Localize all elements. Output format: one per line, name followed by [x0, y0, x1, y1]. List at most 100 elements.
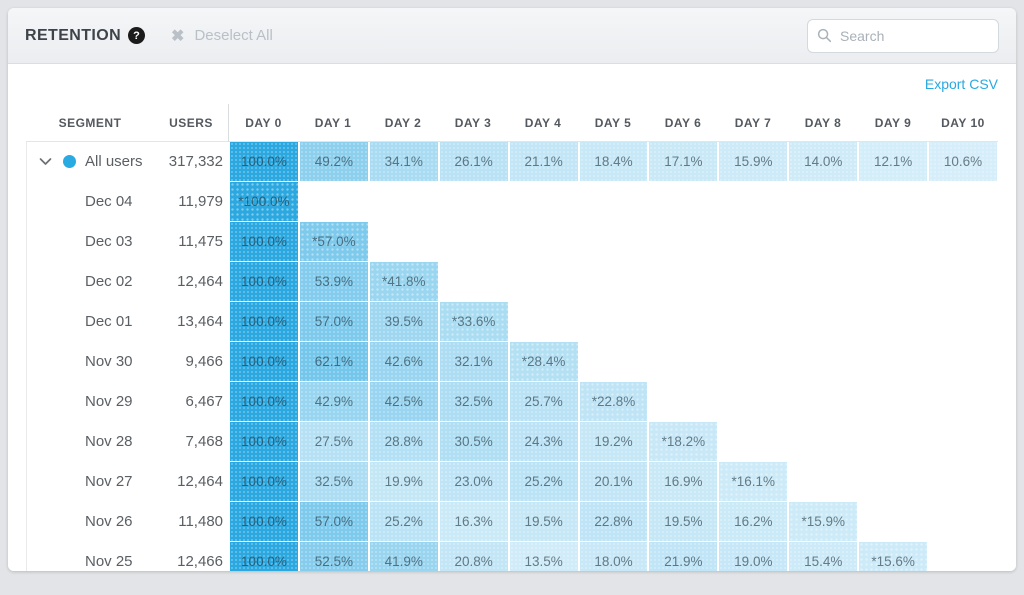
retention-cell-empty [719, 382, 787, 421]
retention-cell: 49.2% [299, 142, 368, 181]
help-icon[interactable]: ? [128, 27, 146, 44]
retention-cell: 100.0% [230, 262, 298, 301]
retention-cell-empty [440, 262, 508, 301]
segment-cell: Nov 26 [27, 502, 155, 541]
table-row: Nov 27 12,464 100.0% 32.5% 19.9% 23.0% 25.2% 20… [27, 462, 998, 501]
retention-cell: 57.0% [299, 302, 368, 341]
retention-cell-empty [719, 262, 787, 301]
retention-cell: 53.9% [299, 262, 368, 301]
retention-cell: 19.5% [509, 502, 578, 541]
column-header-day-5: DAY 5 [594, 116, 632, 130]
segment-label: Nov 28 [85, 433, 133, 450]
retention-cell-empty [510, 222, 578, 261]
retention-cell-empty [719, 302, 787, 341]
table-row: Nov 28 7,468 100.0% 27.5% 28.8% 30.5% 24.3% 19.… [27, 422, 998, 461]
users-count: 13,464 [177, 313, 223, 330]
segment-cell: Dec 02 [27, 262, 155, 301]
retention-cell-empty [859, 342, 927, 381]
retention-cell: *33.6% [439, 302, 508, 341]
retention-cell: 25.2% [369, 502, 438, 541]
retention-cell: 100.0% [230, 222, 298, 261]
retention-cell-empty [789, 262, 857, 301]
retention-cell-empty [929, 342, 997, 381]
segment-label: Nov 26 [85, 513, 133, 530]
retention-cell: *22.8% [579, 382, 648, 421]
segment-label: Nov 30 [85, 353, 133, 370]
retention-cell-empty [370, 182, 438, 221]
search-input[interactable] [840, 27, 989, 44]
retention-cell-empty [789, 382, 857, 421]
retention-cell: 17.1% [649, 142, 718, 181]
retention-cell-empty [789, 182, 857, 221]
retention-cell-empty [859, 382, 927, 421]
retention-cell-empty [859, 222, 927, 261]
deselect-all-button[interactable]: ✖ Deselect All [171, 26, 273, 46]
retention-cell: 10.6% [929, 142, 997, 181]
retention-cell-empty [929, 382, 997, 421]
column-header-segment: SEGMENT [58, 116, 122, 130]
retention-cell: 27.5% [299, 422, 368, 461]
retention-cell: 100.0% [230, 382, 298, 421]
table-row: Dec 03 11,475 100.0% *57.0% [27, 222, 998, 261]
retention-cell: 39.5% [369, 302, 438, 341]
retention-cell-empty [510, 182, 578, 221]
retention-cell-empty [580, 342, 648, 381]
column-header-day-10: DAY 10 [941, 116, 985, 130]
retention-cell-empty [789, 302, 857, 341]
table-row: Dec 04 11,979 *100.0% [27, 182, 998, 221]
retention-cell: 42.6% [369, 342, 438, 381]
retention-cell-empty [929, 462, 997, 501]
retention-report-card: RETENTION ? ✖ Deselect All Export CSV SE… [8, 8, 1016, 571]
retention-cell-empty [929, 422, 997, 461]
retention-cell: 32.5% [299, 462, 368, 501]
users-count: 12,464 [177, 473, 223, 490]
table-row: Nov 29 6,467 100.0% 42.9% 42.5% 32.5% 25.7% *22… [27, 382, 998, 421]
segment-label: Dec 03 [85, 233, 133, 250]
column-header-day-1: DAY 1 [314, 116, 352, 130]
retention-cell: 21.1% [509, 142, 578, 181]
column-header-day-4: DAY 4 [524, 116, 562, 130]
retention-cell: 20.8% [439, 542, 508, 571]
retention-cell: 100.0% [230, 502, 298, 541]
segment-cell: Nov 27 [27, 462, 155, 501]
retention-cell: 34.1% [369, 142, 438, 181]
segment-label: Dec 02 [85, 273, 133, 290]
segment-color-dot [63, 155, 76, 168]
retention-cell-empty [789, 422, 857, 461]
segment-label: Nov 27 [85, 473, 133, 490]
table-row: Nov 30 9,466 100.0% 62.1% 42.6% 32.1% *28.4% [27, 342, 998, 381]
export-csv-link[interactable]: Export CSV [924, 76, 998, 92]
segment-label: Dec 01 [85, 313, 133, 330]
segment-cell: Nov 25 [27, 542, 155, 571]
retention-cell-empty [580, 302, 648, 341]
retention-cell: 20.1% [579, 462, 648, 501]
retention-cell: 19.5% [649, 502, 718, 541]
retention-cell: 25.7% [509, 382, 578, 421]
table-row: Dec 01 13,464 100.0% 57.0% 39.5% *33.6% [27, 302, 998, 341]
chevron-down-icon[interactable] [39, 157, 63, 166]
retention-cell-empty [649, 302, 717, 341]
search-icon [817, 28, 832, 43]
table-area: Export CSV SEGMENT USERS DAY 0 DAY 1 DAY 2… [8, 64, 1016, 571]
retention-cell: 23.0% [439, 462, 508, 501]
retention-cell: 15.9% [719, 142, 788, 181]
retention-cell: *57.0% [299, 222, 368, 261]
retention-cell-empty [440, 222, 508, 261]
users-count: 11,475 [178, 233, 223, 250]
column-header-day-8: DAY 8 [804, 116, 842, 130]
retention-cell: 16.3% [439, 502, 508, 541]
segment-cell: Nov 30 [27, 342, 155, 381]
retention-cell: 28.8% [369, 422, 438, 461]
retention-cell: 13.5% [509, 542, 578, 571]
retention-cell: 30.5% [439, 422, 508, 461]
retention-cell: *16.1% [719, 462, 788, 501]
retention-cell-empty [300, 182, 368, 221]
retention-cell-empty [859, 422, 927, 461]
retention-cell: 32.5% [439, 382, 508, 421]
retention-cell: 18.0% [579, 542, 648, 571]
segment-cell: Nov 29 [27, 382, 155, 421]
retention-cell-empty [510, 262, 578, 301]
retention-cell: 19.9% [369, 462, 438, 501]
column-header-day-2: DAY 2 [384, 116, 422, 130]
top-bar: RETENTION ? ✖ Deselect All [8, 8, 1016, 64]
